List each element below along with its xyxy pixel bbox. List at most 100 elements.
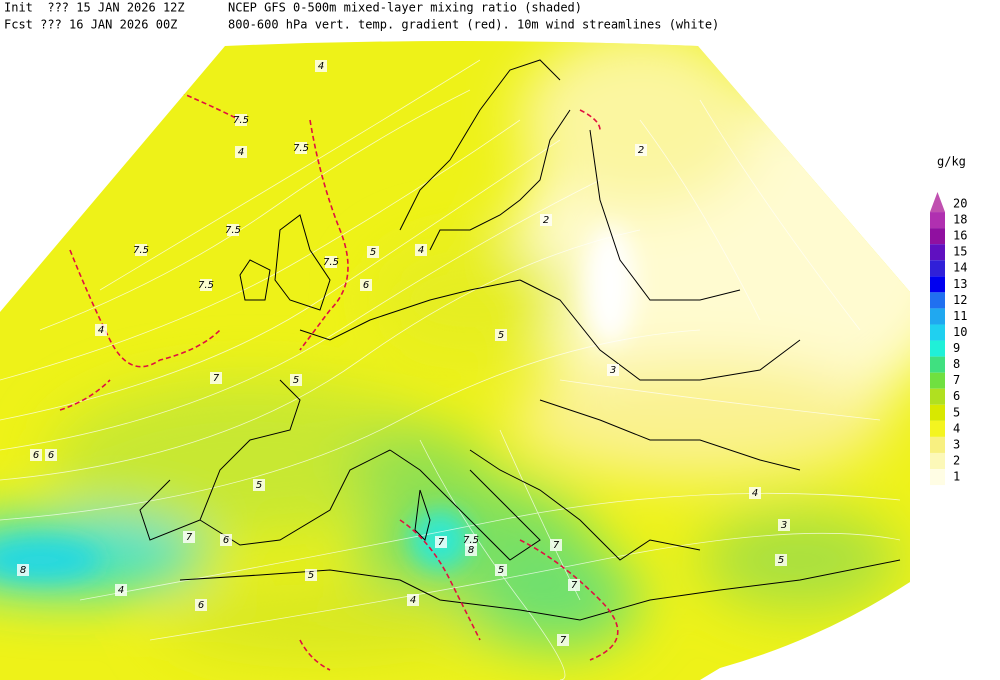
contour-label: 7.5 — [293, 143, 309, 154]
map-subtitle: 800-600 hPa vert. temp. gradient (red). … — [228, 18, 719, 32]
contour-label: 7 — [186, 532, 193, 543]
legend-unit: g/kg — [937, 155, 966, 169]
legend-swatch — [930, 324, 945, 341]
legend-swatch — [930, 356, 945, 373]
contour-label-bg — [95, 324, 107, 336]
contour-label: 3 — [610, 365, 616, 376]
contour-label-bg — [235, 146, 247, 158]
contour-label: 5 — [778, 555, 784, 566]
legend-label: 9 — [953, 341, 960, 355]
contour-label: 5 — [498, 330, 504, 341]
contour-label-bg — [495, 564, 507, 576]
legend-swatch — [930, 372, 945, 389]
contour-label: 7 — [571, 580, 578, 591]
contour-label: 7 — [553, 540, 560, 551]
forecast-time: Fcst ??? 16 JAN 2026 00Z — [4, 18, 177, 32]
contour-label-bg — [360, 279, 372, 291]
contour-label-bg — [407, 594, 419, 606]
legend-swatch — [930, 420, 945, 437]
contour-label: 5 — [293, 375, 299, 386]
contour-label-bg — [220, 534, 232, 546]
legend-swatch — [930, 308, 945, 325]
contour-label-bg — [210, 372, 222, 384]
legend-swatch — [930, 469, 945, 486]
contour-label: 7 — [213, 373, 220, 384]
contour-label-bg — [135, 244, 147, 256]
contour-label: 5 — [308, 570, 314, 581]
contour-label-bg — [367, 246, 379, 258]
contour-label-bg — [295, 142, 307, 154]
contour-label-bg — [305, 569, 317, 581]
legend-label: 12 — [953, 293, 967, 307]
legend-label: 8 — [953, 357, 960, 371]
legend-swatch — [930, 340, 945, 357]
contour-label: 2 — [638, 145, 644, 156]
contour-label-bg — [290, 374, 302, 386]
contour-label: 3 — [781, 520, 787, 531]
contour-label-bg — [465, 534, 477, 546]
legend-swatch — [930, 452, 945, 470]
legend-swatch — [930, 228, 945, 245]
contour-label: 2 — [543, 215, 549, 226]
contour-label: 4 — [410, 595, 416, 606]
contour-label: 7 — [438, 537, 445, 548]
contour-label: 7.5 — [198, 280, 214, 291]
contour-label-bg — [540, 214, 552, 226]
legend-label: 1 — [953, 470, 960, 484]
legend-swatch — [930, 436, 945, 453]
contour-label: 4 — [318, 61, 324, 72]
contour-label-bg — [607, 364, 619, 376]
contour-label: 4 — [98, 325, 104, 336]
contour-label-bg — [17, 564, 29, 576]
contour-label-bg — [749, 487, 761, 499]
contour-label-bg — [557, 634, 569, 646]
contour-label: 7.5 — [225, 225, 241, 236]
legend-swatch — [930, 192, 945, 212]
legend-label: 10 — [953, 325, 967, 339]
contour-label: 8 — [20, 565, 26, 576]
legend-label: 20 — [953, 197, 967, 211]
contour-label: 8 — [468, 545, 474, 556]
contour-label-bg — [253, 479, 265, 491]
legend-label: 4 — [953, 421, 960, 435]
legend-swatch — [930, 404, 945, 421]
legend-swatch — [930, 388, 945, 405]
contour-label-bg — [635, 144, 647, 156]
legend-swatch — [930, 244, 945, 261]
legend-swatch — [930, 276, 945, 293]
map-title: NCEP GFS 0-500m mixed-layer mixing ratio… — [228, 1, 582, 15]
contour-label: 7 — [560, 635, 567, 646]
contour-label-bg — [778, 519, 790, 531]
legend-label: 18 — [953, 213, 967, 227]
contour-label: 7.5 — [133, 245, 149, 256]
contour-label-bg — [315, 60, 327, 72]
contour-label: 6 — [33, 450, 39, 461]
contour-label-bg — [415, 244, 427, 256]
init-time: Init ??? 15 JAN 2026 12Z — [4, 1, 185, 15]
contour-label: 4 — [418, 245, 424, 256]
contour-label: 7.5 — [323, 257, 339, 268]
legend-swatch — [930, 292, 945, 309]
contour-label-bg — [775, 554, 787, 566]
contour-label-bg — [550, 539, 562, 551]
legend-swatch — [930, 212, 945, 229]
legend-swatch — [930, 260, 945, 277]
legend-label: 3 — [953, 437, 960, 451]
legend-label: 13 — [953, 277, 967, 291]
contour-label-bg — [325, 256, 337, 268]
contour-label: 4 — [238, 147, 244, 158]
contour-label: 6 — [223, 535, 229, 546]
legend-label: 11 — [953, 309, 967, 323]
contour-label-bg — [435, 536, 447, 548]
legend-label: 6 — [953, 389, 960, 403]
contour-label: 7.5 — [463, 535, 479, 546]
contour-label-bg — [227, 224, 239, 236]
contour-label: 6 — [198, 600, 204, 611]
contour-label-bg — [568, 579, 580, 591]
contour-label-bg — [235, 114, 247, 126]
contour-label: 5 — [370, 247, 376, 258]
contour-label-bg — [30, 449, 42, 461]
